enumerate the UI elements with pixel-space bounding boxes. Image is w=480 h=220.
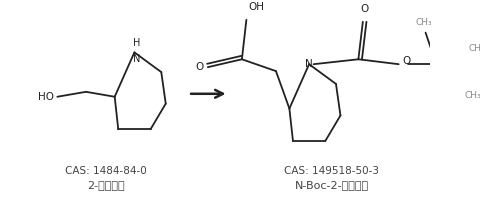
Text: O: O: [402, 56, 410, 66]
Text: N: N: [133, 54, 141, 64]
Text: CH₃: CH₃: [416, 18, 432, 27]
Text: HO: HO: [38, 92, 54, 102]
Text: O: O: [360, 4, 369, 14]
Text: N-Boc-2-哌啶乙酸: N-Boc-2-哌啶乙酸: [294, 180, 369, 191]
Text: O: O: [195, 62, 204, 72]
Text: OH: OH: [248, 2, 264, 12]
Text: N: N: [305, 59, 313, 69]
Text: H: H: [133, 38, 141, 48]
Text: CAS: 1484-84-0: CAS: 1484-84-0: [65, 166, 146, 176]
Text: CH₃: CH₃: [465, 91, 480, 100]
Text: 2-哌啶乙醇: 2-哌啶乙醇: [87, 180, 124, 191]
Text: CAS: 149518-50-3: CAS: 149518-50-3: [284, 166, 379, 176]
Text: CH₃: CH₃: [468, 44, 480, 53]
